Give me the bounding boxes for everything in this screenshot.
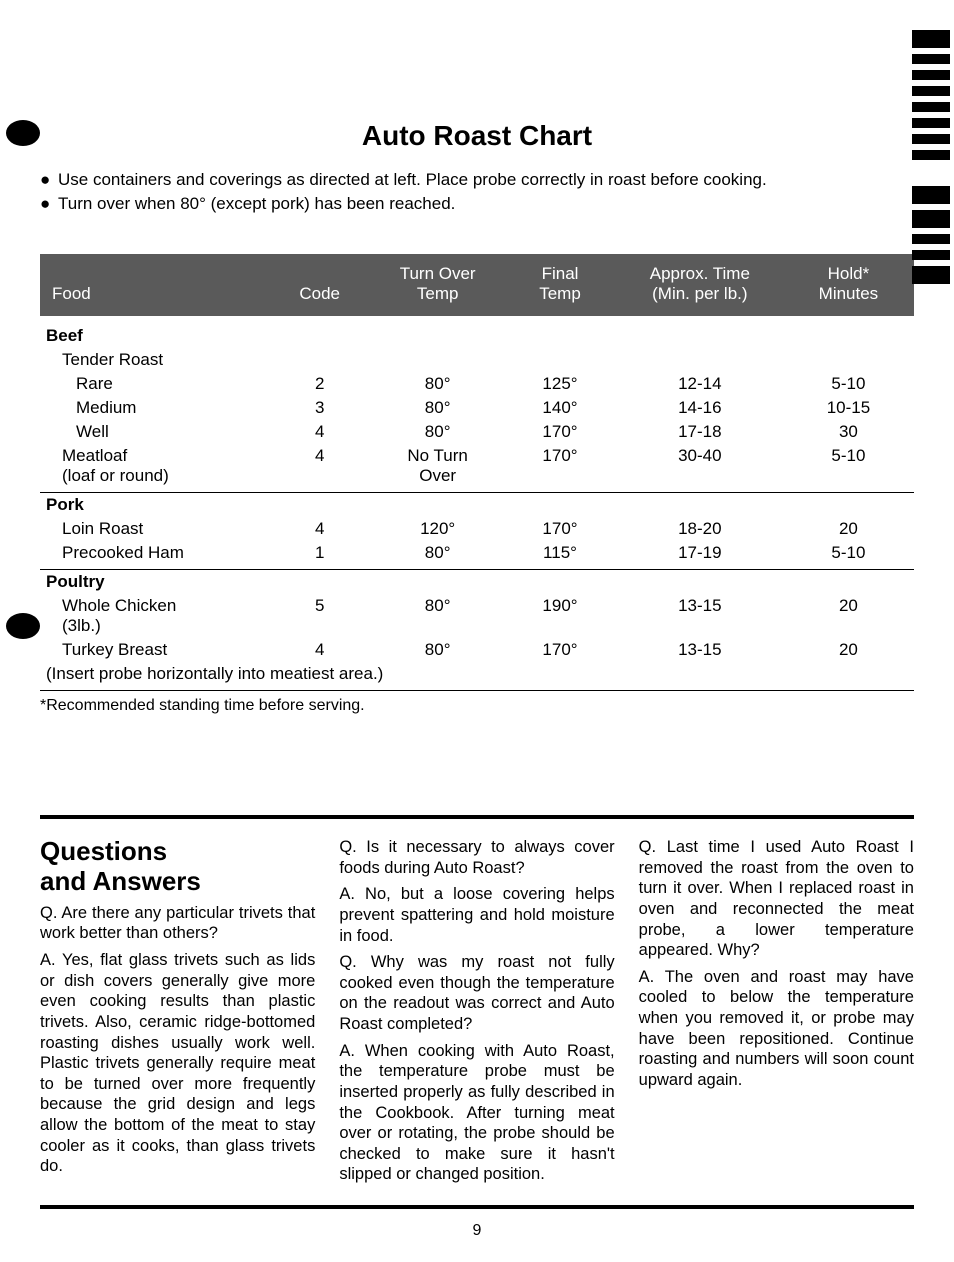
qa-question: Q. Is it necessary to always cover foods… [339,837,614,878]
section-note: (Insert probe horizontally into meatiest… [40,662,914,691]
col-turn: Turn Over Temp [372,254,503,316]
section-sublabel: Tender Roast [40,348,267,372]
roast-chart-table: Food Code Turn Over Temp Final Temp Appr… [40,254,914,691]
col-hold: Hold* Minutes [783,254,914,316]
qa-question: Q. Last time I used Auto Roast I removed… [639,837,914,961]
divider [40,1205,914,1209]
page-title: Auto Roast Chart [40,120,914,152]
table-row: Rare 2 80° 125° 12-14 5-10 [40,372,914,396]
instructions-list: Use containers and coverings as directed… [40,170,914,214]
punch-hole [6,613,40,639]
table-row: Precooked Ham 1 80° 115° 17-19 5-10 [40,541,914,570]
punch-hole [6,120,40,146]
qa-answer: A. The oven and roast may have cooled to… [639,967,914,1091]
section-label: Beef [40,316,267,348]
divider [40,815,914,819]
qa-answer: A. When cooking with Auto Roast, the tem… [339,1041,614,1185]
qa-answer: A. No, but a loose covering helps preven… [339,884,614,946]
footnote: *Recommended standing time before servin… [40,697,914,715]
col-approx: Approx. Time (Min. per lb.) [617,254,783,316]
qa-answer: A. Yes, flat glass trivets such as lids … [40,950,315,1177]
instruction-item: Turn over when 80° (except pork) has bee… [40,194,914,214]
col-code: Code [267,254,372,316]
qa-column: Q. Last time I used Auto Roast I removed… [639,837,914,1191]
qa-column: Q. Is it necessary to always cover foods… [339,837,614,1191]
table-row: Medium 3 80° 140° 14-16 10-15 [40,396,914,420]
section-label: Poultry [40,570,267,595]
edge-tabs [912,30,950,290]
table-row: Whole Chicken (3lb.) 5 80° 190° 13-15 20 [40,594,914,638]
table-row: Loin Roast 4 120° 170° 18-20 20 [40,517,914,541]
table-row: Meatloaf (loaf or round) 4 No Turn Over … [40,444,914,493]
qa-column: Questions and Answers Q. Are there any p… [40,837,315,1191]
qa-section: Questions and Answers Q. Are there any p… [40,837,914,1191]
page-number: 9 [0,1222,954,1240]
table-row: Turkey Breast 4 80° 170° 13-15 20 [40,638,914,662]
col-final: Final Temp [503,254,617,316]
col-food: Food [40,254,267,316]
section-label: Pork [40,493,267,518]
qa-question: Q. Are there any particular trivets that… [40,903,315,944]
table-row: Well 4 80° 170° 17-18 30 [40,420,914,444]
qa-question: Q. Why was my roast not fully cooked eve… [339,952,614,1035]
qa-heading: Questions and Answers [40,837,315,897]
instruction-item: Use containers and coverings as directed… [40,170,914,190]
